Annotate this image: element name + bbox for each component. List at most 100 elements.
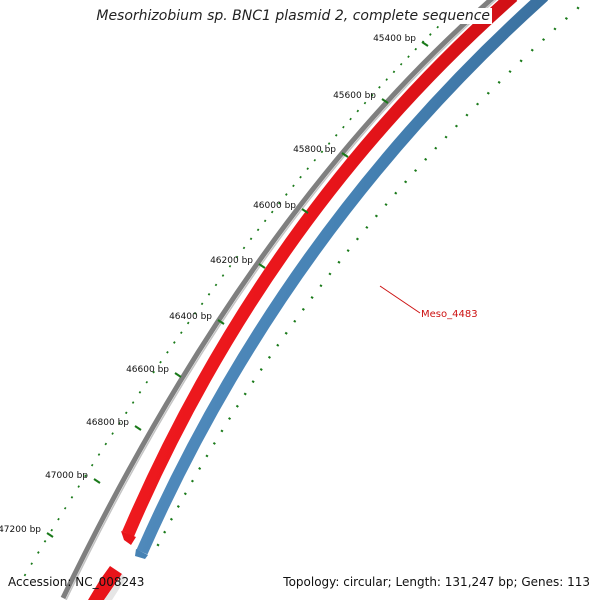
scale-dot <box>156 543 160 547</box>
scale-dot <box>243 392 247 396</box>
scale-dot <box>327 142 331 145</box>
scale-dot <box>313 158 317 162</box>
scale-dot <box>152 370 155 374</box>
scale-dot <box>263 219 267 223</box>
scale-dot <box>519 59 523 63</box>
major-tick <box>217 319 225 325</box>
scale-dot <box>349 117 352 121</box>
scale-dot <box>310 296 314 300</box>
scale-dot <box>30 562 33 566</box>
scale-dot <box>259 368 263 371</box>
scale-dot <box>270 210 274 214</box>
tick-label: 45600 bp <box>333 91 376 101</box>
scale-dot <box>370 93 374 97</box>
major-tick <box>341 152 349 158</box>
sequence-scale: 45400 bp 45600 bp 45800 bp 46000 bp 46200 bp… <box>0 18 447 577</box>
scale-dot <box>530 48 534 52</box>
adjacent-feature-fragment-shadow <box>104 574 126 600</box>
scale-dot <box>242 246 246 250</box>
scale-dot <box>385 78 388 81</box>
scale-dot <box>57 517 60 521</box>
scale-dot <box>256 228 260 232</box>
scale-dot <box>476 102 480 106</box>
backbone-ring-highlight <box>65 0 497 600</box>
scale-dot <box>334 133 338 137</box>
scale-dot <box>278 201 281 205</box>
scale-dot <box>207 292 211 296</box>
scale-dot <box>235 255 239 259</box>
major-tick <box>134 425 142 431</box>
scale-dot <box>198 467 202 470</box>
scale-dot <box>173 341 176 344</box>
major-tick <box>174 372 182 378</box>
accession-label: Accession: NC_008243 <box>8 575 145 589</box>
scale-dot <box>346 249 350 253</box>
scale-dot <box>124 411 128 415</box>
scale-dot <box>434 146 438 150</box>
forward-strand-feature-arrow[interactable] <box>121 531 136 545</box>
scale-dot <box>104 442 108 446</box>
scale-dot <box>301 307 305 311</box>
scale-dot <box>497 80 501 84</box>
scale-dot <box>235 404 239 408</box>
scale-dot <box>454 124 458 128</box>
scale-dot <box>214 283 218 287</box>
scale-dot <box>90 463 94 467</box>
scale-dot <box>356 109 360 113</box>
scale-dot <box>169 517 173 521</box>
scale-dot <box>251 380 255 384</box>
scale-dot <box>228 417 232 421</box>
scale-dot <box>384 203 388 207</box>
tick-label: 47000 bp <box>45 471 88 481</box>
major-tick <box>381 98 389 104</box>
major-tick <box>258 263 266 269</box>
scale-dot <box>183 492 187 496</box>
scale-dot <box>43 539 47 543</box>
scale-dot <box>190 479 194 483</box>
adjacent-feature-fragment[interactable] <box>88 566 122 600</box>
scale-dot <box>249 237 253 241</box>
tick-label: 47200 bp <box>0 525 41 535</box>
scale-dot <box>293 319 297 323</box>
reverse-strand-feature[interactable] <box>136 0 549 555</box>
scale-dot <box>564 16 568 20</box>
tick-label: 46800 bp <box>86 418 129 428</box>
map-title: Mesorhizobium sp. BNC1 plasmid 2, comple… <box>94 8 492 24</box>
scale-dot <box>444 135 448 139</box>
scale-dot <box>200 302 204 306</box>
reverse-strand-feature-end[interactable] <box>135 549 148 559</box>
scale-dot <box>342 125 345 129</box>
scale-dot <box>180 331 183 335</box>
scale-dot <box>285 193 288 196</box>
inner-scale <box>156 6 580 547</box>
forward-strand-feature[interactable] <box>122 0 518 537</box>
scale-dot <box>508 70 512 74</box>
scale-dot <box>284 331 288 335</box>
scale-dot <box>374 214 378 218</box>
scale-dot <box>77 485 80 488</box>
backbone-ring <box>60 0 495 600</box>
scale-dot <box>97 453 101 456</box>
scale-dot <box>542 38 546 42</box>
major-tick <box>93 478 101 484</box>
scale-dot <box>399 62 403 66</box>
scale-dot <box>392 70 396 74</box>
scale-dot <box>576 6 580 10</box>
scale-dot <box>414 47 418 51</box>
scale-dot <box>424 157 428 161</box>
scale-dot <box>363 101 367 105</box>
scale-dot <box>37 551 40 554</box>
scale-dot <box>429 33 432 36</box>
tick-label: 46200 bp <box>210 256 253 266</box>
scale-dot <box>193 312 197 315</box>
major-tick <box>46 532 54 538</box>
scale-dot <box>299 175 302 179</box>
tick-label: 45800 bp <box>293 145 336 155</box>
scale-dot <box>205 454 209 458</box>
feature-label[interactable]: Meso_4483 <box>421 309 478 320</box>
scale-dot <box>221 274 225 277</box>
scale-dot <box>306 167 309 171</box>
scale-dot <box>292 184 295 188</box>
